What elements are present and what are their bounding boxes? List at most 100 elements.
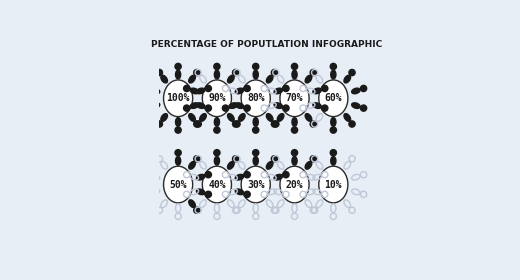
Ellipse shape — [197, 174, 205, 180]
Ellipse shape — [274, 88, 282, 94]
Circle shape — [232, 121, 239, 127]
Ellipse shape — [151, 103, 160, 108]
Ellipse shape — [214, 118, 219, 126]
Ellipse shape — [266, 75, 273, 83]
Ellipse shape — [235, 103, 244, 108]
Circle shape — [360, 105, 367, 111]
Text: PERCENTAGE OF POPUTLATION INFOGRAPHIC: PERCENTAGE OF POPUTLATION INFOGRAPHIC — [151, 40, 382, 49]
Ellipse shape — [313, 103, 321, 108]
Ellipse shape — [241, 166, 270, 203]
Ellipse shape — [239, 114, 245, 121]
Text: 50%: 50% — [170, 179, 187, 190]
Circle shape — [223, 105, 229, 111]
Ellipse shape — [235, 174, 244, 180]
Ellipse shape — [228, 75, 234, 83]
Ellipse shape — [214, 157, 219, 165]
Circle shape — [184, 85, 190, 92]
Circle shape — [145, 105, 151, 111]
Circle shape — [244, 105, 250, 111]
Circle shape — [232, 156, 239, 162]
Circle shape — [253, 127, 259, 133]
Circle shape — [193, 121, 200, 127]
Ellipse shape — [228, 114, 234, 121]
Text: 30%: 30% — [247, 179, 265, 190]
Circle shape — [253, 150, 259, 156]
Circle shape — [205, 191, 212, 197]
Circle shape — [205, 85, 212, 92]
Circle shape — [244, 191, 250, 197]
Ellipse shape — [202, 80, 231, 116]
Ellipse shape — [266, 114, 273, 121]
Ellipse shape — [292, 118, 297, 126]
Text: 90%: 90% — [208, 93, 226, 103]
Circle shape — [205, 105, 212, 111]
Ellipse shape — [344, 114, 350, 121]
Circle shape — [330, 63, 336, 70]
Ellipse shape — [200, 114, 206, 121]
Text: 100%: 100% — [166, 93, 190, 103]
Ellipse shape — [274, 103, 282, 108]
Ellipse shape — [164, 80, 192, 116]
Circle shape — [310, 121, 316, 127]
Circle shape — [145, 85, 151, 92]
Ellipse shape — [189, 162, 196, 169]
Circle shape — [271, 121, 278, 127]
Ellipse shape — [253, 157, 258, 165]
Circle shape — [184, 105, 190, 111]
Ellipse shape — [319, 80, 348, 116]
Ellipse shape — [313, 88, 321, 94]
Ellipse shape — [305, 75, 312, 83]
Ellipse shape — [164, 166, 192, 203]
Ellipse shape — [331, 118, 336, 126]
Circle shape — [214, 150, 220, 156]
Ellipse shape — [280, 80, 309, 116]
Ellipse shape — [319, 166, 348, 203]
Ellipse shape — [197, 88, 205, 94]
Ellipse shape — [235, 189, 244, 195]
Ellipse shape — [189, 75, 196, 83]
Ellipse shape — [176, 70, 180, 79]
Ellipse shape — [253, 70, 258, 79]
Ellipse shape — [280, 166, 309, 203]
Circle shape — [175, 63, 181, 70]
Circle shape — [234, 121, 240, 127]
Circle shape — [291, 150, 297, 156]
Circle shape — [322, 105, 328, 111]
Ellipse shape — [161, 114, 167, 121]
Ellipse shape — [253, 118, 258, 126]
Circle shape — [244, 172, 250, 178]
Ellipse shape — [352, 103, 360, 108]
Ellipse shape — [228, 162, 234, 169]
Circle shape — [195, 121, 201, 127]
Ellipse shape — [176, 157, 180, 165]
Ellipse shape — [266, 162, 273, 169]
Circle shape — [193, 69, 200, 76]
Text: 10%: 10% — [324, 179, 342, 190]
Circle shape — [232, 69, 239, 76]
Circle shape — [272, 121, 279, 127]
Circle shape — [360, 85, 367, 92]
Ellipse shape — [305, 114, 312, 121]
Ellipse shape — [229, 103, 238, 108]
Circle shape — [291, 127, 297, 133]
Circle shape — [253, 63, 259, 70]
Ellipse shape — [197, 189, 205, 195]
Text: 60%: 60% — [324, 93, 342, 103]
Circle shape — [214, 63, 220, 70]
Circle shape — [244, 85, 250, 92]
Ellipse shape — [214, 70, 219, 79]
Circle shape — [271, 69, 278, 76]
Ellipse shape — [151, 88, 160, 94]
Circle shape — [349, 121, 355, 127]
Circle shape — [175, 150, 181, 156]
Ellipse shape — [292, 157, 297, 165]
Ellipse shape — [161, 75, 167, 83]
Ellipse shape — [189, 200, 196, 207]
Circle shape — [205, 172, 212, 178]
Circle shape — [283, 105, 289, 111]
Circle shape — [322, 85, 328, 92]
Text: 80%: 80% — [247, 93, 265, 103]
Ellipse shape — [344, 75, 350, 83]
Ellipse shape — [274, 174, 282, 180]
Ellipse shape — [241, 80, 270, 116]
